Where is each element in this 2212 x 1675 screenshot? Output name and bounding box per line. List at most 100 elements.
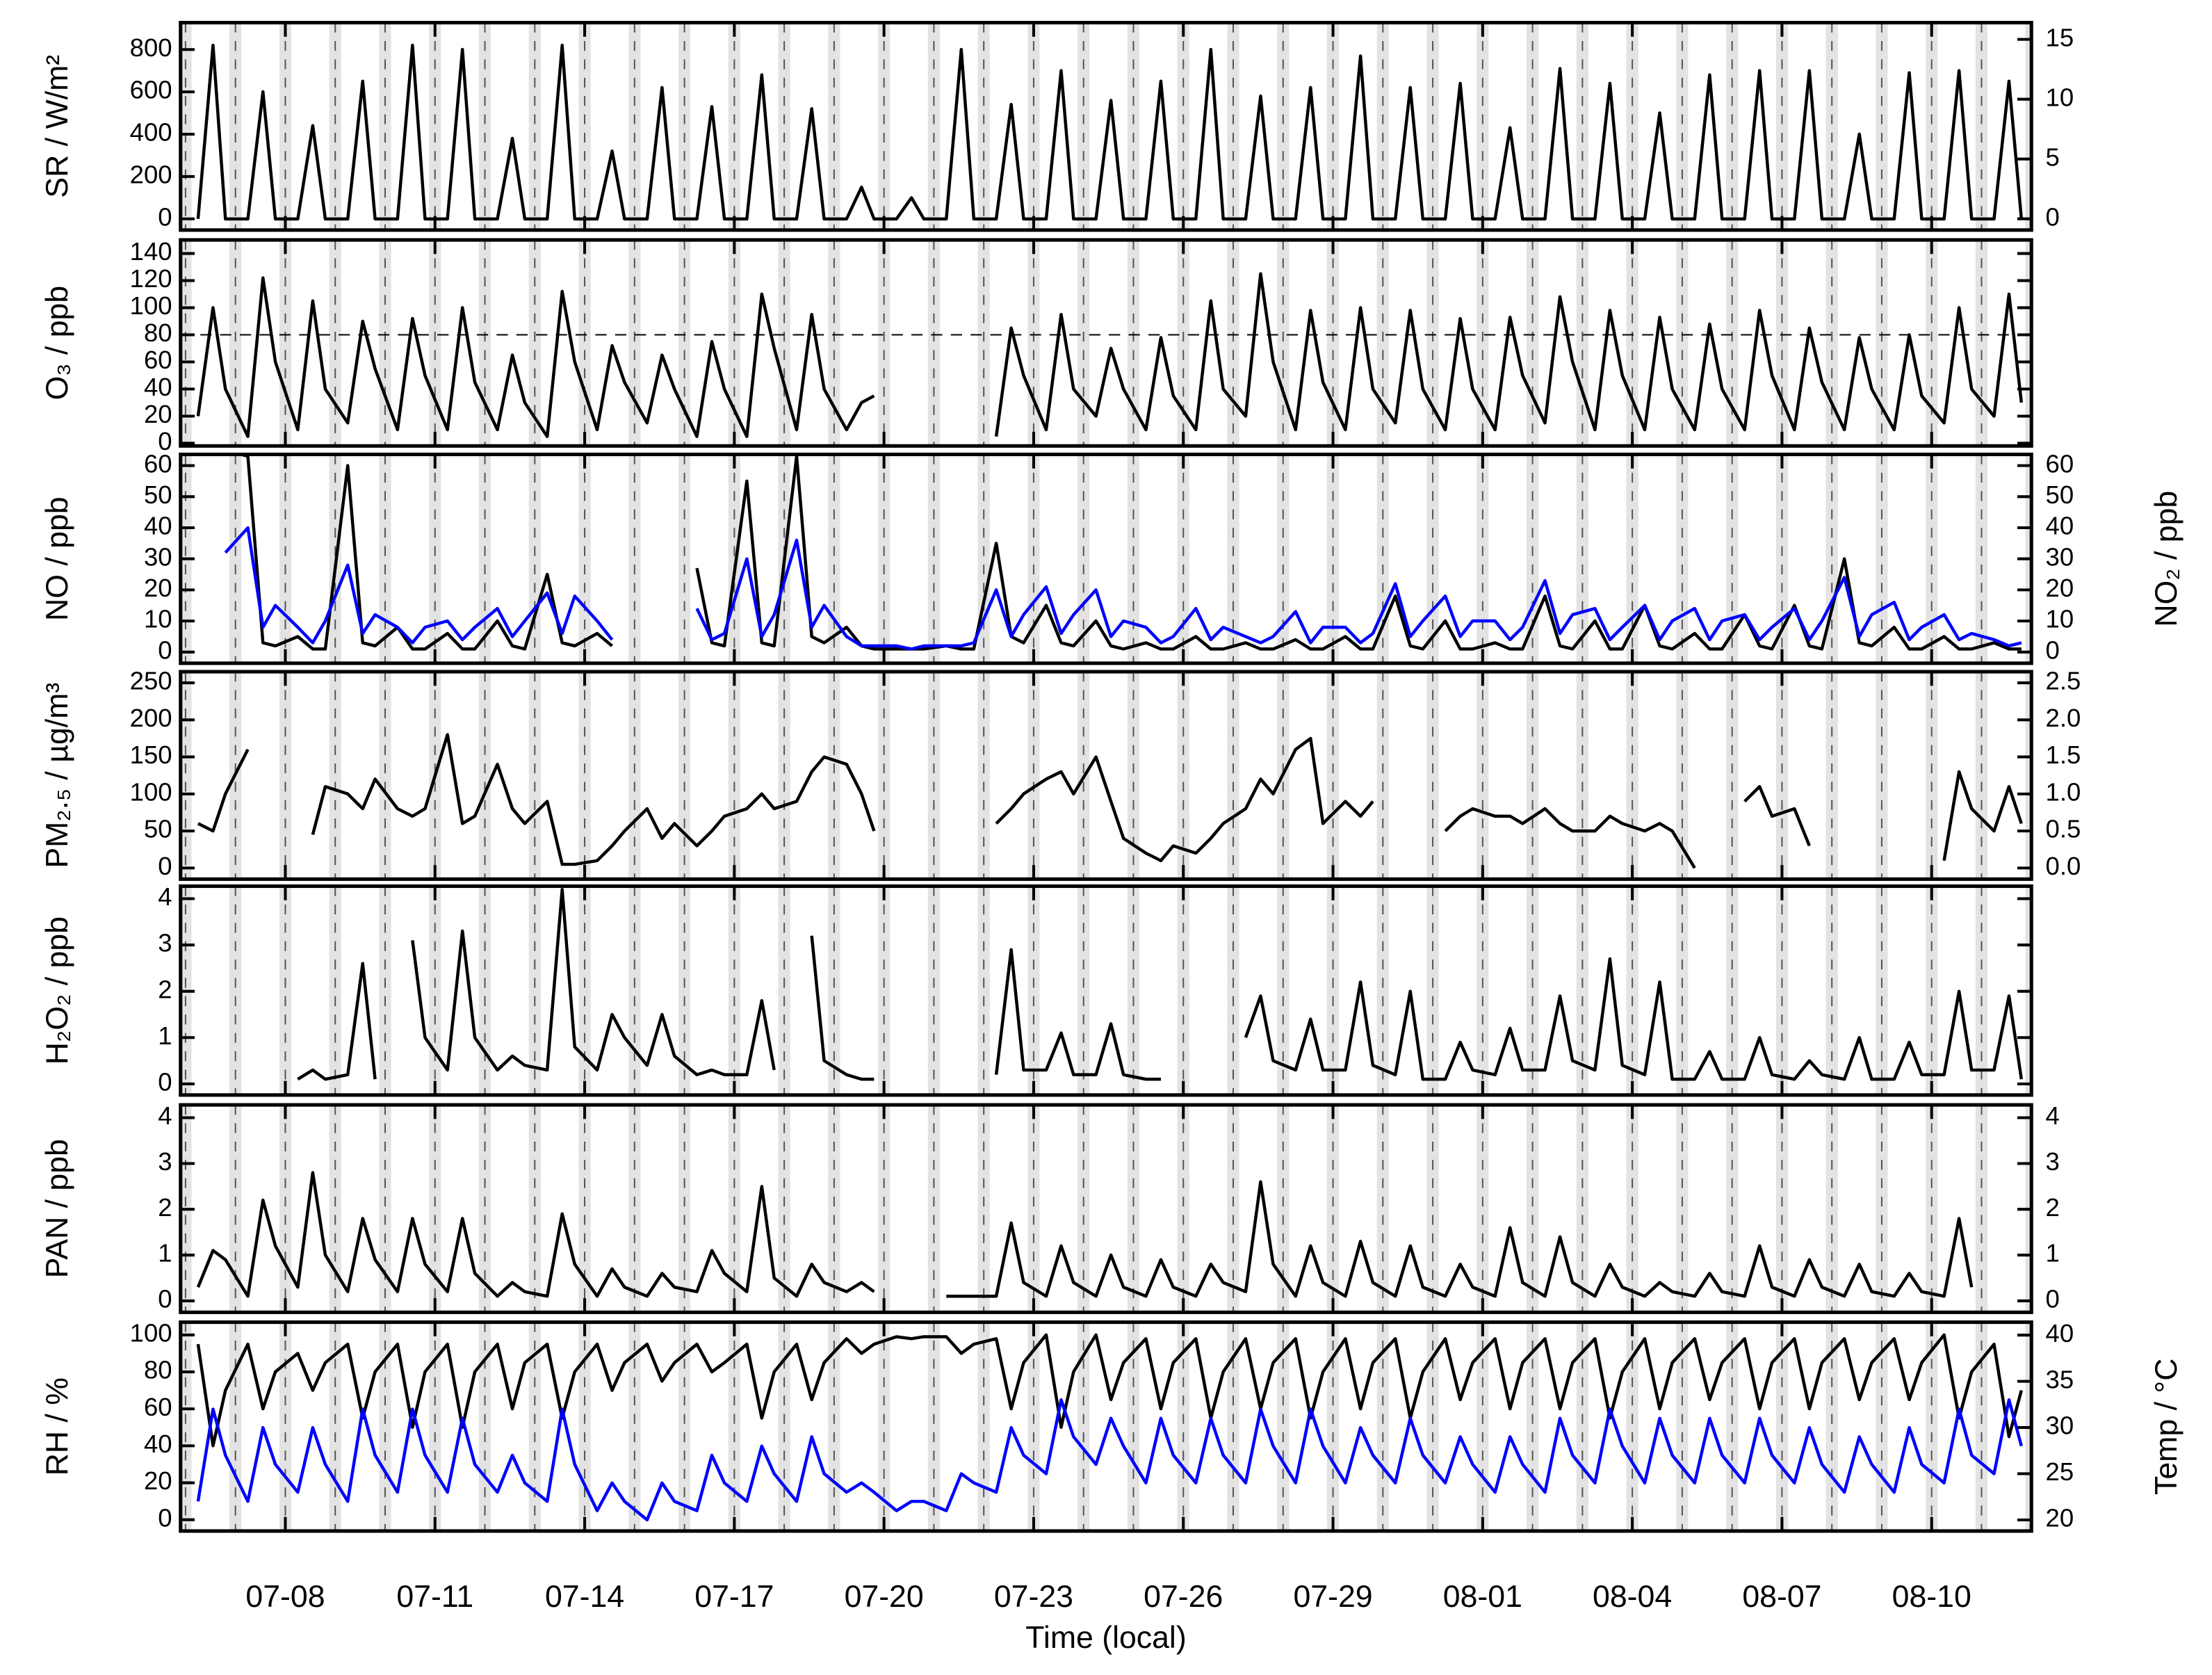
night-band	[778, 1105, 790, 1313]
panel: 0 1 2 3 4 PAN / ppb 0 1 2 3 4	[40, 1101, 2060, 1314]
y-tick-label: 60	[144, 449, 172, 478]
night-band	[1626, 1322, 1638, 1531]
y2-tick-label: 35	[2046, 1365, 2074, 1393]
night-band	[478, 454, 491, 663]
night-band	[1227, 1105, 1239, 1313]
night-band	[628, 886, 641, 1095]
night-band	[1077, 240, 1090, 446]
night-band	[379, 22, 391, 230]
y-tick-label: 0	[158, 1068, 172, 1097]
night-band	[1326, 886, 1340, 1095]
night-band	[528, 240, 541, 446]
night-band	[678, 1322, 691, 1531]
night-band	[1975, 672, 1988, 880]
night-band	[1127, 1105, 1140, 1313]
night-band	[379, 672, 391, 880]
y2-tick-label: 0	[2046, 1285, 2060, 1313]
y-axis-label: RH / %	[40, 1377, 74, 1475]
night-band	[1626, 454, 1638, 663]
night-band	[1027, 886, 1040, 1095]
night-band	[1027, 22, 1040, 230]
night-band	[528, 1105, 541, 1313]
night-band	[1526, 886, 1539, 1095]
y2-tick-label: 10	[2046, 605, 2074, 633]
night-band	[1726, 22, 1739, 230]
night-band	[1876, 1105, 1888, 1313]
night-band	[628, 1322, 641, 1531]
night-band	[1876, 672, 1888, 880]
night-band	[878, 1322, 891, 1531]
night-band	[1177, 240, 1189, 446]
night-band	[1775, 1105, 1789, 1313]
night-band	[1926, 1322, 1938, 1531]
series-line	[197, 733, 2023, 869]
y2-tick-label: 40	[2046, 512, 2074, 540]
night-band	[229, 22, 242, 230]
night-band	[878, 454, 891, 663]
night-band	[1726, 1105, 1739, 1313]
night-band	[1426, 22, 1439, 230]
y2-tick-label: 40	[2046, 1319, 2074, 1348]
y-tick-label: 200	[130, 160, 172, 188]
night-band	[1876, 240, 1888, 446]
night-band	[1775, 240, 1789, 446]
night-band	[1027, 1105, 1040, 1313]
panel: 0 20 40 60 80 100 RH / % 20 25 30 35 40 Temp / °C	[40, 1319, 2183, 1533]
y-axis-label: SR / W/m²	[40, 55, 74, 198]
y-tick-label: 400	[130, 118, 172, 147]
night-band	[1127, 886, 1140, 1095]
night-band	[628, 1105, 641, 1313]
y-tick-label: 250	[130, 667, 172, 695]
night-band	[1027, 1322, 1040, 1531]
x-tick-label: 07-23	[994, 1580, 1073, 1614]
night-band	[1626, 672, 1638, 880]
y2-tick-label: 50	[2046, 480, 2074, 509]
y2-tick-label: 20	[2046, 574, 2074, 602]
night-band	[1326, 1105, 1340, 1313]
night-band	[878, 672, 891, 880]
y2-tick-label: 3	[2046, 1147, 2060, 1176]
night-band	[279, 454, 292, 663]
series-line	[196, 43, 2024, 221]
night-band	[1775, 1322, 1789, 1531]
panel-frame	[179, 884, 2033, 1097]
night-band	[1077, 1322, 1090, 1531]
y-tick-label: 20	[144, 1466, 172, 1495]
night-band	[1576, 1322, 1588, 1531]
night-band	[927, 1105, 941, 1313]
night-band	[1626, 886, 1638, 1095]
y-tick-label: 40	[144, 373, 172, 401]
y2-tick-label: 2.5	[2046, 667, 2081, 695]
night-band	[828, 1105, 840, 1313]
night-band	[878, 240, 891, 446]
series-line	[196, 1171, 1974, 1298]
y2-tick-label: 0.0	[2046, 852, 2081, 880]
night-band	[1825, 22, 1838, 230]
y2-tick-label: 0	[2046, 202, 2060, 231]
y-tick-label: 0	[158, 427, 172, 455]
night-band	[778, 22, 790, 230]
night-band	[678, 454, 691, 663]
night-band	[1726, 886, 1739, 1095]
y-tick-label: 1	[158, 1239, 172, 1268]
y2-axis-label: Temp / °C	[2149, 1359, 2183, 1495]
night-band	[1576, 1105, 1588, 1313]
night-band	[1926, 672, 1938, 880]
y-tick-label: 100	[130, 291, 172, 320]
night-band	[728, 1322, 740, 1531]
night-band	[429, 240, 441, 446]
night-band	[1376, 1105, 1389, 1313]
night-band	[1077, 1105, 1090, 1313]
night-band	[977, 1105, 990, 1313]
night-band	[1376, 1322, 1389, 1531]
night-band	[728, 672, 740, 880]
night-band	[678, 1105, 691, 1313]
y-tick-label: 600	[130, 76, 172, 104]
night-band	[1676, 1105, 1689, 1313]
y-tick-label: 2	[158, 975, 172, 1003]
panel: 0 1 2 3 4 H₂O₂ / ppb	[40, 882, 2033, 1097]
y-tick-label: 30	[144, 542, 172, 571]
night-band	[828, 240, 840, 446]
y-tick-label: 60	[144, 346, 172, 374]
